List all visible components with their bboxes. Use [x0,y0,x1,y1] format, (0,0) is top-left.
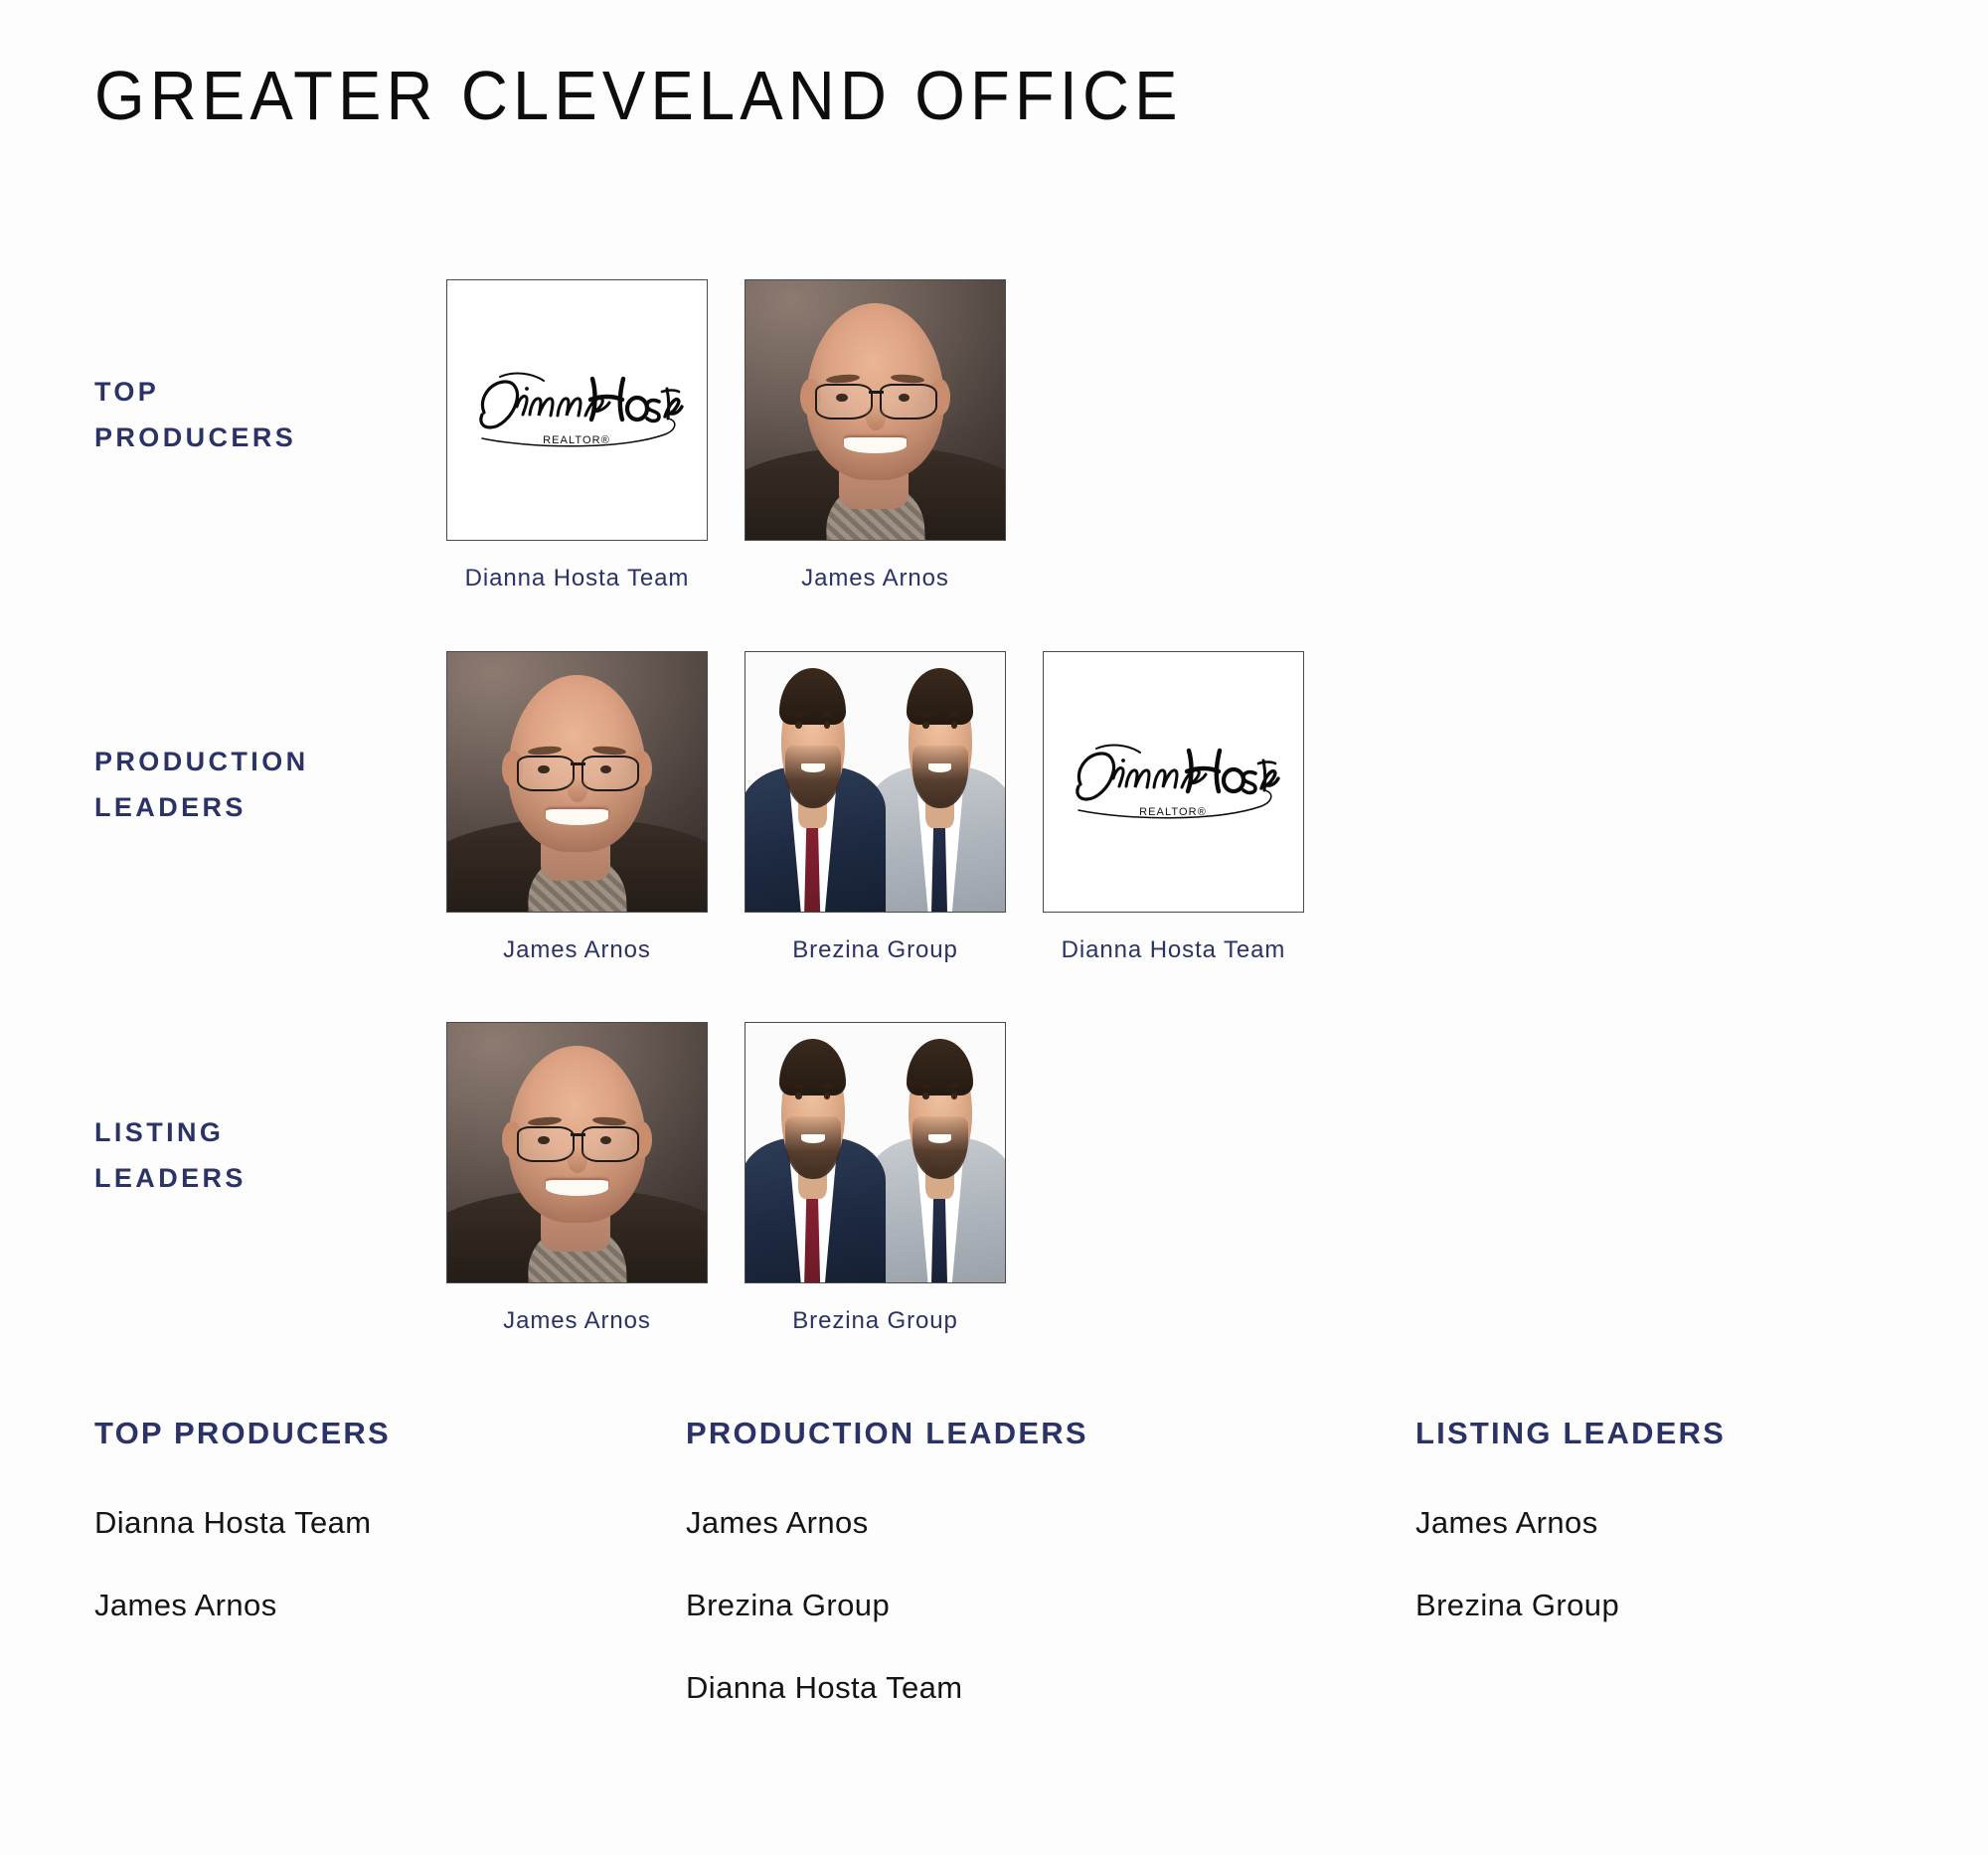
page-title: GREATER CLEVELAND OFFICE [94,57,1183,134]
summary-column-listing-leaders: LISTING LEADERS James Arnos Brezina Grou… [1415,1416,1952,1670]
photo-frame[interactable] [745,279,1006,541]
summary-list-item: Dianna Hosta Team [94,1505,372,1540]
brezina-group-photo-image [746,652,1005,912]
summary-list-item: James Arnos [94,1588,277,1622]
award-tile[interactable]: Brezina Group [745,1022,1006,1337]
summary-list-item: Brezina Group [686,1588,891,1622]
row-label-line1: PRODUCTION [94,747,309,776]
james-arnos-headshot-image [746,280,1005,540]
tile-list: James Arnos [446,1022,1006,1337]
summary-list-item: Brezina Group [1415,1588,1620,1622]
tile-caption: Brezina Group [792,1307,958,1334]
dianna-hosta-logo-icon: REALTOR® [447,280,707,540]
row-label-production-leaders: PRODUCTION LEADERS [94,739,422,831]
award-tile[interactable]: Brezina Group [745,651,1006,966]
summary-list-item: James Arnos [1415,1505,1598,1540]
photo-frame[interactable]: REALTOR® [446,279,708,541]
award-tile[interactable]: James Arnos [745,279,1006,594]
photo-frame[interactable]: REALTOR® [1043,651,1304,913]
tile-caption: Brezina Group [792,936,958,963]
row-label-line1: TOP [94,377,160,407]
tile-caption: James Arnos [503,936,651,963]
row-label-line2: PRODUCERS [94,422,297,453]
row-label-listing-leaders: LISTING LEADERS [94,1109,422,1202]
brezina-group-photo-image [746,1023,1005,1282]
summary-list-item: James Arnos [686,1505,869,1540]
dianna-hosta-logo-icon: REALTOR® [1044,652,1303,912]
tile-caption: Dianna Hosta Team [464,565,690,591]
award-tile[interactable]: James Arnos [446,1022,708,1337]
row-label-top-producers: TOP PRODUCERS [94,369,422,461]
logo-subtitle-text: REALTOR® [1139,806,1207,818]
row-label-line1: LISTING [94,1117,225,1147]
tile-caption: Dianna Hosta Team [1061,936,1286,963]
award-tile[interactable]: REALTOR® Dianna Hosta Team [446,279,708,594]
tile-list: James Arnos [446,651,1304,966]
summary-list-item: Dianna Hosta Team [686,1670,963,1705]
summary-heading: TOP PRODUCERS [94,1416,391,1450]
james-arnos-headshot-image [447,652,707,912]
awards-grid: TOP PRODUCERS [94,279,1304,1337]
summary-column-production-leaders: PRODUCTION LEADERS James Arnos Brezina G… [686,1416,1382,1753]
photo-frame[interactable] [446,1022,708,1283]
summary-column-top-producers: TOP PRODUCERS Dianna Hosta Team James Ar… [94,1416,651,1670]
tile-caption: James Arnos [503,1307,651,1334]
summary-heading: PRODUCTION LEADERS [686,1416,1088,1450]
tile-list: REALTOR® Dianna Hosta Team [446,279,1006,594]
summary-lists: TOP PRODUCERS Dianna Hosta Team James Ar… [0,1416,1988,1853]
summary-heading: LISTING LEADERS [1415,1416,1727,1450]
tile-caption: James Arnos [801,565,949,591]
photo-frame[interactable] [745,651,1006,913]
row-label-line2: LEADERS [94,792,247,823]
photo-frame[interactable] [745,1022,1006,1283]
row-label-line2: LEADERS [94,1163,247,1194]
logo-subtitle-text: REALTOR® [543,434,610,446]
award-tile[interactable]: REALTOR® Dianna Hosta Team [1043,651,1304,966]
james-arnos-headshot-image [447,1023,707,1282]
award-tile[interactable]: James Arnos [446,651,708,966]
photo-frame[interactable] [446,651,708,913]
